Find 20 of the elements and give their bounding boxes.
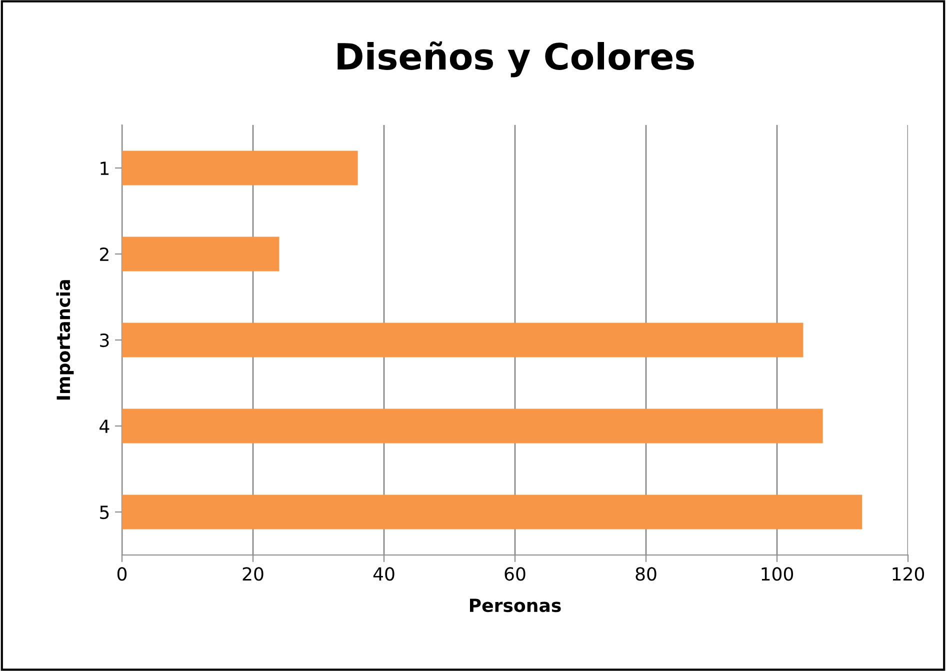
y-axis-title: Importancia [56,280,74,400]
x-tick-label: 0 [117,567,127,581]
y-tick-label: 2 [100,247,108,261]
bar [122,494,862,530]
bar [122,408,823,444]
bar [122,150,358,186]
x-tick-label: 100 [762,567,794,581]
x-axis-title: Personas [470,598,561,612]
x-tick-label: 80 [636,567,656,581]
x-tick-label: 60 [504,567,526,581]
x-tick-label: 40 [373,567,394,581]
bar [122,236,280,272]
y-tick-label: 1 [100,162,109,175]
y-tick-label: 3 [100,333,109,348]
bar [122,322,804,358]
y-tick-label: 4 [100,420,110,433]
chart-title: Diseños y Colores [338,41,694,78]
x-tick-label: 120 [892,567,924,581]
y-tick-label: 5 [100,506,109,520]
x-tick-label: 20 [242,567,264,581]
